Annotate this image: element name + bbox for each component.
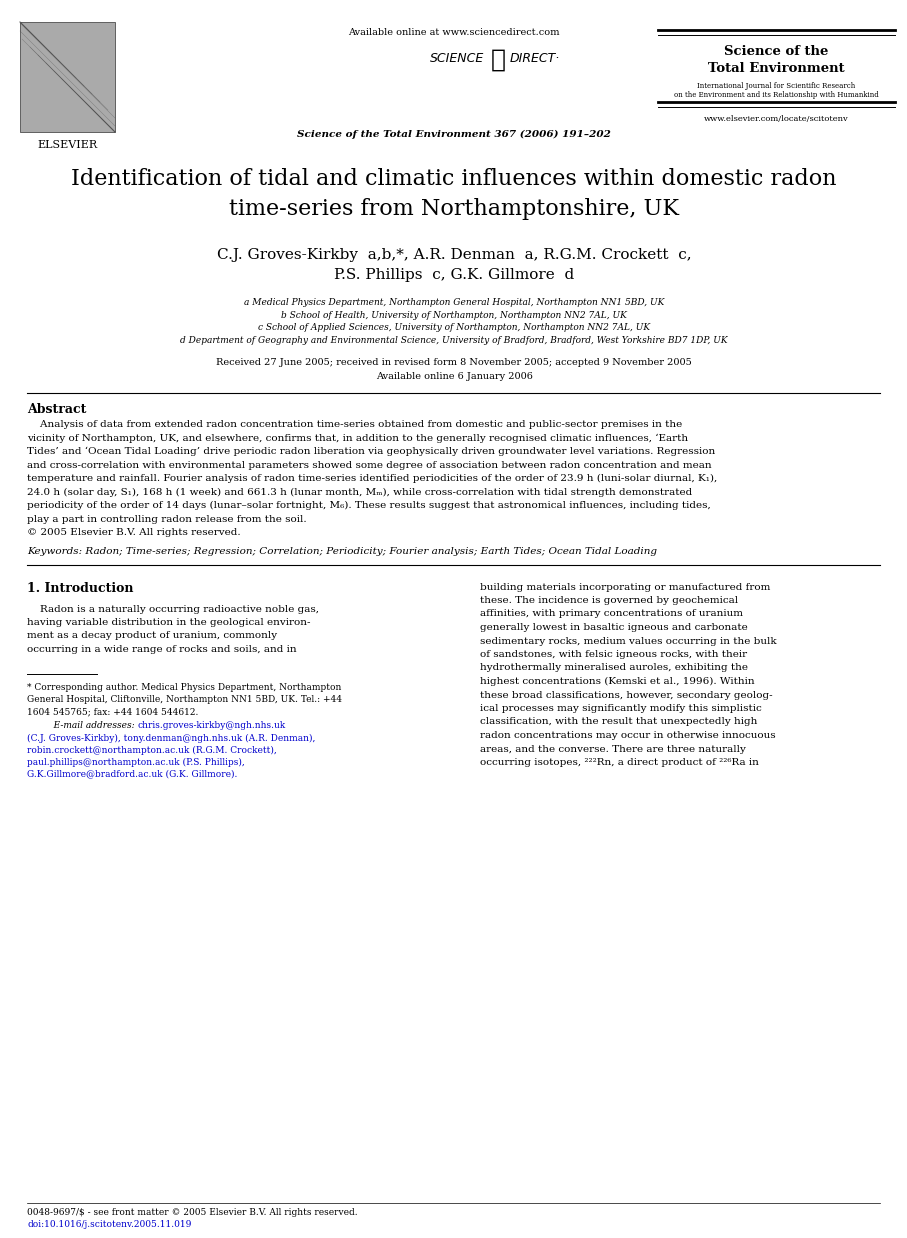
Text: a Medical Physics Department, Northampton General Hospital, Northampton NN1 5BD,: a Medical Physics Department, Northampto… bbox=[244, 298, 664, 307]
Text: General Hospital, Cliftonville, Northampton NN1 5BD, UK. Tel.: +44: General Hospital, Cliftonville, Northamp… bbox=[27, 696, 342, 704]
Text: 1604 545765; fax: +44 1604 544612.: 1604 545765; fax: +44 1604 544612. bbox=[27, 707, 199, 717]
Text: 0048-9697/$ - see front matter © 2005 Elsevier B.V. All rights reserved.: 0048-9697/$ - see front matter © 2005 El… bbox=[27, 1208, 357, 1217]
Text: sedimentary rocks, medium values occurring in the bulk: sedimentary rocks, medium values occurri… bbox=[480, 636, 776, 645]
Text: DIRECT·: DIRECT· bbox=[510, 52, 561, 66]
Text: (C.J. Groves-Kirkby), tony.denman@ngh.nhs.uk (A.R. Denman),: (C.J. Groves-Kirkby), tony.denman@ngh.nh… bbox=[27, 733, 316, 743]
Text: areas, and the converse. There are three naturally: areas, and the converse. There are three… bbox=[480, 744, 746, 754]
Text: Abstract: Abstract bbox=[27, 404, 86, 416]
Text: E-mail addresses:: E-mail addresses: bbox=[45, 722, 138, 730]
Text: 1. Introduction: 1. Introduction bbox=[27, 583, 133, 595]
Text: affinities, with primary concentrations of uranium: affinities, with primary concentrations … bbox=[480, 609, 743, 619]
Text: play a part in controlling radon release from the soil.: play a part in controlling radon release… bbox=[27, 515, 307, 524]
Text: of sandstones, with felsic igneous rocks, with their: of sandstones, with felsic igneous rocks… bbox=[480, 650, 747, 659]
Text: c School of Applied Sciences, University of Northampton, Northampton NN2 7AL, UK: c School of Applied Sciences, University… bbox=[258, 323, 650, 332]
Text: these broad classifications, however, secondary geolog-: these broad classifications, however, se… bbox=[480, 691, 773, 699]
Text: ical processes may significantly modify this simplistic: ical processes may significantly modify … bbox=[480, 704, 762, 713]
Text: on the Environment and its Relationship with Humankind: on the Environment and its Relationship … bbox=[674, 92, 878, 99]
FancyBboxPatch shape bbox=[20, 22, 115, 132]
Text: Available online at www.sciencedirect.com: Available online at www.sciencedirect.co… bbox=[348, 28, 560, 37]
Text: Total Environment: Total Environment bbox=[707, 62, 844, 76]
Text: 24.0 h (solar day, S₁), 168 h (1 week) and 661.3 h (lunar month, Mₘ), while cros: 24.0 h (solar day, S₁), 168 h (1 week) a… bbox=[27, 488, 692, 496]
Text: occurring in a wide range of rocks and soils, and in: occurring in a wide range of rocks and s… bbox=[27, 645, 297, 654]
Text: ment as a decay product of uranium, commonly: ment as a decay product of uranium, comm… bbox=[27, 631, 278, 640]
Text: Keywords: Radon; Time-series; Regression; Correlation; Periodicity; Fourier anal: Keywords: Radon; Time-series; Regression… bbox=[27, 546, 657, 556]
Text: ELSEVIER: ELSEVIER bbox=[37, 140, 97, 150]
Text: occurring isotopes, ²²²Rn, a direct product of ²²⁶Ra in: occurring isotopes, ²²²Rn, a direct prod… bbox=[480, 758, 759, 768]
Text: highest concentrations (Kemski et al., 1996). Within: highest concentrations (Kemski et al., 1… bbox=[480, 677, 755, 686]
Text: radon concentrations may occur in otherwise innocuous: radon concentrations may occur in otherw… bbox=[480, 730, 775, 740]
Text: Identification of tidal and climatic influences within domestic radon: Identification of tidal and climatic inf… bbox=[72, 168, 837, 189]
Text: hydrothermally mineralised auroles, exhibiting the: hydrothermally mineralised auroles, exhi… bbox=[480, 664, 748, 672]
Text: C.J. Groves-Kirkby  a,b,*, A.R. Denman  a, R.G.M. Crockett  c,: C.J. Groves-Kirkby a,b,*, A.R. Denman a,… bbox=[217, 248, 691, 262]
Text: Science of the Total Environment 367 (2006) 191–202: Science of the Total Environment 367 (20… bbox=[297, 130, 611, 139]
Text: building materials incorporating or manufactured from: building materials incorporating or manu… bbox=[480, 583, 770, 592]
Text: d Department of Geography and Environmental Science, University of Bradford, Bra: d Department of Geography and Environmen… bbox=[180, 335, 727, 345]
Text: temperature and rainfall. Fourier analysis of radon time-series identified perio: temperature and rainfall. Fourier analys… bbox=[27, 474, 717, 483]
Text: G.K.Gillmore@bradford.ac.uk (G.K. Gillmore).: G.K.Gillmore@bradford.ac.uk (G.K. Gillmo… bbox=[27, 770, 238, 779]
Text: doi:10.1016/j.scitotenv.2005.11.019: doi:10.1016/j.scitotenv.2005.11.019 bbox=[27, 1219, 191, 1229]
Text: Analysis of data from extended radon concentration time-series obtained from dom: Analysis of data from extended radon con… bbox=[27, 420, 682, 430]
Text: Radon is a naturally occurring radioactive noble gas,: Radon is a naturally occurring radioacti… bbox=[27, 604, 319, 614]
Text: time-series from Northamptonshire, UK: time-series from Northamptonshire, UK bbox=[229, 198, 679, 220]
Text: © 2005 Elsevier B.V. All rights reserved.: © 2005 Elsevier B.V. All rights reserved… bbox=[27, 527, 240, 537]
Text: International Journal for Scientific Research: International Journal for Scientific Res… bbox=[697, 82, 855, 90]
Text: vicinity of Northampton, UK, and elsewhere, confirms that, in addition to the ge: vicinity of Northampton, UK, and elsewhe… bbox=[27, 433, 688, 443]
Text: chris.groves-kirkby@ngh.nhs.uk: chris.groves-kirkby@ngh.nhs.uk bbox=[137, 722, 285, 730]
Text: SCIENCE: SCIENCE bbox=[430, 52, 484, 66]
Text: Tides’ and ‘Ocean Tidal Loading’ drive periodic radon liberation via geophysical: Tides’ and ‘Ocean Tidal Loading’ drive p… bbox=[27, 447, 716, 457]
Text: b School of Health, University of Northampton, Northampton NN2 7AL, UK: b School of Health, University of Northa… bbox=[281, 311, 627, 319]
Text: * Corresponding author. Medical Physics Department, Northampton: * Corresponding author. Medical Physics … bbox=[27, 683, 341, 692]
Text: generally lowest in basaltic igneous and carbonate: generally lowest in basaltic igneous and… bbox=[480, 623, 747, 633]
Text: www.elsevier.com/locate/scitotenv: www.elsevier.com/locate/scitotenv bbox=[704, 115, 848, 123]
Text: Science of the: Science of the bbox=[724, 45, 828, 58]
Text: Available online 6 January 2006: Available online 6 January 2006 bbox=[375, 371, 532, 381]
Text: and cross-correlation with environmental parameters showed some degree of associ: and cross-correlation with environmental… bbox=[27, 461, 712, 469]
Text: Received 27 June 2005; received in revised form 8 November 2005; accepted 9 Nove: Received 27 June 2005; received in revis… bbox=[216, 358, 692, 366]
Text: these. The incidence is governed by geochemical: these. The incidence is governed by geoc… bbox=[480, 595, 738, 605]
Text: ⓐ: ⓐ bbox=[491, 48, 505, 72]
Text: paul.phillips@northampton.ac.uk (P.S. Phillips),: paul.phillips@northampton.ac.uk (P.S. Ph… bbox=[27, 758, 245, 766]
Text: having variable distribution in the geological environ-: having variable distribution in the geol… bbox=[27, 618, 310, 626]
Text: P.S. Phillips  c, G.K. Gillmore  d: P.S. Phillips c, G.K. Gillmore d bbox=[334, 267, 574, 282]
Text: robin.crockett@northampton.ac.uk (R.G.M. Crockett),: robin.crockett@northampton.ac.uk (R.G.M.… bbox=[27, 745, 277, 755]
Text: periodicity of the order of 14 days (lunar–solar fortnight, M₆). These results s: periodicity of the order of 14 days (lun… bbox=[27, 501, 711, 510]
Text: classification, with the result that unexpectedly high: classification, with the result that une… bbox=[480, 718, 757, 727]
